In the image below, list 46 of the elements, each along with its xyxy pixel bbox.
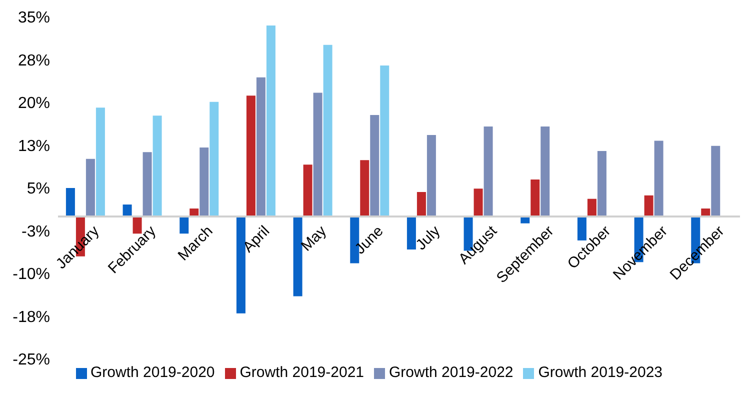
y-tick-label: 13% (18, 138, 50, 155)
bar (200, 148, 209, 216)
y-tick-label: -10% (12, 266, 50, 284)
bar (406, 216, 416, 250)
bar (360, 160, 370, 216)
bar (142, 152, 152, 216)
legend-label: Growth 2019-2020 (90, 364, 215, 381)
bar (293, 216, 302, 296)
bar (122, 204, 132, 216)
y-tick-label: 20% (18, 95, 50, 112)
y-tick-label: -3% (22, 223, 50, 240)
bar (66, 188, 75, 216)
bar (484, 126, 493, 216)
bar (597, 150, 606, 216)
bar (530, 179, 540, 216)
legend-label: Growth 2019-2021 (240, 364, 364, 381)
bar (256, 77, 266, 216)
y-tick-label: 5% (26, 180, 50, 198)
x-tick-label: July (412, 222, 444, 254)
bar (587, 198, 596, 216)
bar (152, 116, 162, 216)
bar (323, 44, 332, 216)
bar (246, 96, 256, 216)
bar (370, 115, 380, 216)
y-tick-label: 35% (18, 10, 50, 27)
bar (644, 195, 654, 216)
x-tick-label: May (298, 222, 330, 255)
bar (416, 192, 426, 216)
bar (711, 146, 720, 216)
bar (654, 140, 664, 216)
y-tick-label: -25% (12, 352, 50, 369)
bar (266, 26, 276, 216)
bar (86, 158, 95, 216)
y-tick-label: -18% (12, 308, 50, 326)
bar (380, 65, 390, 216)
legend-label: Growth 2019-2022 (389, 364, 514, 381)
bar (426, 134, 436, 216)
bar (313, 92, 322, 216)
y-tick-label: 28% (18, 52, 50, 70)
bar (236, 216, 246, 314)
bar (210, 102, 219, 216)
bar (96, 108, 105, 216)
legend-label: Growth 2019-2023 (538, 364, 662, 381)
bar (303, 164, 312, 216)
bar (540, 126, 550, 216)
bar (474, 188, 483, 216)
